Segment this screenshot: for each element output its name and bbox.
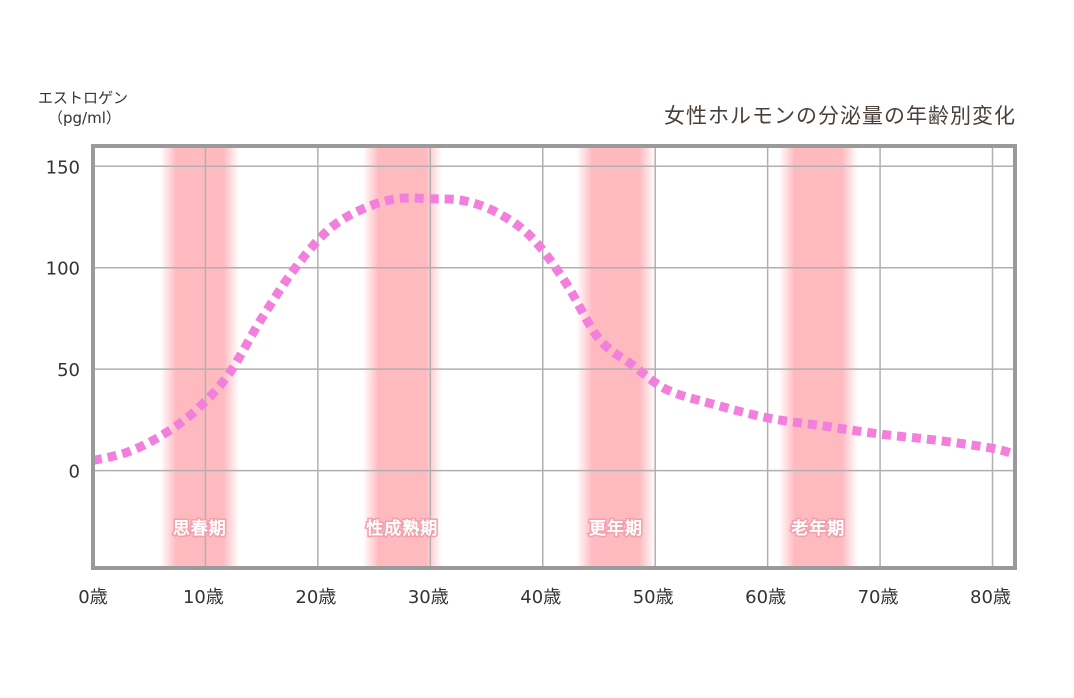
chart-title: 女性ホルモンの分泌量の年齢別変化 xyxy=(664,104,1016,128)
band-1 xyxy=(160,146,240,568)
y-axis-unit: （pg/ml） xyxy=(48,109,121,127)
life-stage-bands xyxy=(160,146,858,568)
y-tick-labels: 0 50 100 150 xyxy=(46,157,80,482)
y-axis-label: エストロゲン xyxy=(38,89,129,107)
x-tick-2: 20歳 xyxy=(295,587,336,608)
x-tick-7: 70歳 xyxy=(858,587,899,608)
x-tick-5: 50歳 xyxy=(633,587,674,608)
y-tick-2: 100 xyxy=(46,259,80,280)
plot-frame xyxy=(91,144,1017,570)
x-tick-1: 10歳 xyxy=(183,587,224,608)
band-label-4: 老年期 xyxy=(790,518,845,539)
estrogen-series xyxy=(91,193,1017,465)
y-tick-3: 150 xyxy=(46,157,80,178)
y-axis-title: エストロゲン （pg/ml） xyxy=(38,88,128,128)
series-line-0 xyxy=(91,193,1017,465)
x-tick-labels: 0歳 10歳 20歳 30歳 40歳 50歳 60歳 70歳 80歳 xyxy=(78,587,1011,608)
x-tick-4: 40歳 xyxy=(520,587,561,608)
y-tick-1: 50 xyxy=(57,360,80,381)
x-tick-8: 80歳 xyxy=(970,587,1011,608)
band-2 xyxy=(362,146,442,568)
y-tick-0: 0 xyxy=(69,462,80,483)
x-tick-6: 60歳 xyxy=(745,587,786,608)
life-stage-labels: 思春期 性成熟期 更年期 老年期 xyxy=(171,517,845,541)
band-label-1: 思春期 xyxy=(173,518,227,539)
band-4 xyxy=(778,146,858,568)
x-tick-0: 0歳 xyxy=(78,587,107,608)
band-label-2: 性成熟期 xyxy=(366,518,438,539)
x-tick-3: 30歳 xyxy=(408,587,449,608)
band-label-3: 更年期 xyxy=(589,518,643,539)
